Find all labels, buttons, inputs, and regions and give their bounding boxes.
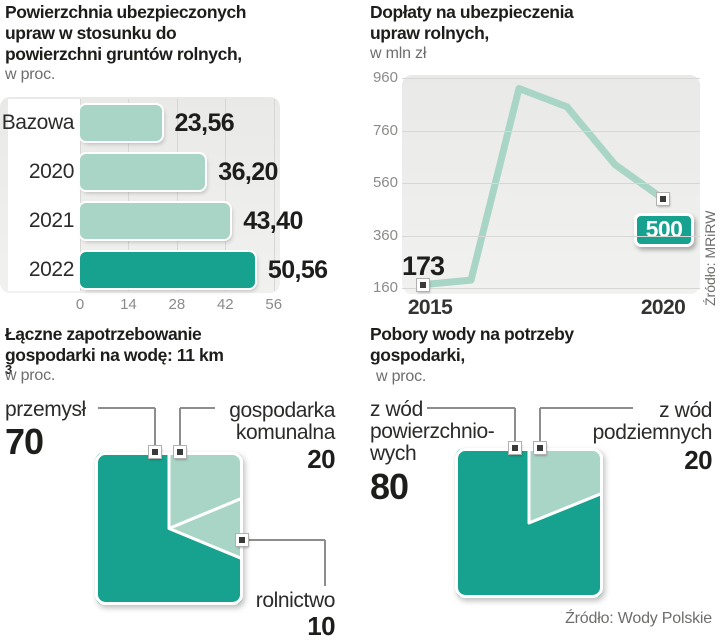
x-tick-label: 2020 — [640, 296, 686, 319]
callout-label: z wód — [370, 398, 423, 421]
callout-label: powierzchnio- — [370, 420, 495, 443]
start-value-label: 173 — [402, 251, 445, 281]
line-series — [419, 85, 667, 289]
chart-title: Pobory wody na potrzeby gospodarki, w pro… — [370, 324, 574, 387]
y-tick-label: 160 — [372, 279, 398, 296]
chart-panel — [402, 75, 700, 294]
square-pie-water-demand — [95, 452, 243, 605]
y-tick-label: 960 — [372, 69, 398, 86]
title-line: Pobory wody na potrzeby — [370, 324, 574, 344]
title-line: Łączne zapotrzebowanie — [5, 324, 202, 344]
chart-subtitle: w proc. — [376, 368, 427, 385]
grid-line — [402, 130, 700, 132]
chart-subtitle: w mln zł — [370, 45, 427, 62]
bar-row-label: 2021 — [28, 209, 75, 232]
callout-label: z wód — [659, 399, 712, 422]
chart-subtitle: w proc. — [5, 367, 56, 384]
bar-value-label: 43,40 — [243, 207, 303, 235]
chart-title: Powierzchnia ubezpieczonych upraw w stos… — [5, 2, 246, 65]
callout-value: 80 — [370, 466, 409, 507]
callout-line — [514, 408, 516, 442]
callout-label: przemysł — [5, 398, 86, 421]
callout-line — [98, 407, 155, 409]
line-chart-plot — [419, 85, 667, 289]
grid-line — [402, 288, 700, 289]
callout-line — [180, 407, 215, 409]
chart-title: Łączne zapotrzebowanie gospodarki na wod… — [5, 324, 224, 387]
y-tick-label: 360 — [372, 226, 398, 244]
bar-value-label: 36,20 — [218, 158, 278, 186]
callout-value: 20 — [307, 444, 335, 474]
pie-slice — [455, 448, 603, 598]
callout-label: wych — [370, 442, 417, 465]
chart-title: Dopłaty na ubezpieczenia upraw rolnych, — [370, 2, 574, 44]
bar-row-label: 2020 — [28, 160, 75, 183]
y-tick-label: 760 — [372, 121, 398, 139]
point-marker — [417, 278, 429, 291]
bar-row-label: 2022 — [28, 258, 75, 281]
title-line: upraw w stosunku do — [5, 23, 177, 43]
callout-label: komunalna — [235, 421, 336, 444]
bar-value-label: 50,56 — [267, 256, 328, 284]
grid-line — [80, 99, 81, 291]
grid-line — [402, 78, 700, 79]
grid-line — [273, 99, 275, 291]
callout-line — [324, 540, 326, 586]
callout-value: 20 — [684, 445, 712, 475]
callout-line — [154, 408, 156, 446]
x-tick-label: 2015 — [407, 296, 453, 319]
callout-label: gospodarka — [229, 399, 335, 422]
grid-line — [402, 235, 700, 237]
callout-line — [540, 407, 633, 409]
grid-line — [128, 99, 130, 291]
end-value-badge: 500 — [634, 213, 694, 247]
axis-tick-label: 42 — [216, 296, 234, 313]
pie-slice — [95, 452, 243, 605]
y-tick-label: 560 — [372, 174, 398, 191]
title-line: gospodarki na wodę: 11 km 3 — [5, 345, 224, 387]
bar-value-label: 23,56 — [174, 109, 235, 137]
pie-border — [455, 448, 603, 598]
callout-marker — [236, 534, 248, 546]
chart-subtitle: w proc. — [5, 66, 56, 83]
square-pie-water-intake — [455, 448, 603, 598]
callout-label: podziemnych — [592, 421, 713, 444]
title-line: Dopłaty na ubezpieczenia — [370, 2, 574, 22]
callout-marker — [149, 446, 161, 458]
grid-line — [402, 183, 700, 184]
callout-marker — [174, 446, 186, 458]
axis-tick-label: 56 — [265, 296, 283, 313]
title-superscript: 3 — [5, 362, 12, 377]
source-label: Źródło: Wody Polskie — [565, 610, 712, 627]
callout-value: 10 — [307, 611, 335, 640]
title-line: powierzchni gruntów rolnych, — [5, 44, 242, 64]
callout-marker — [509, 442, 521, 454]
callout-line — [539, 408, 541, 442]
bar — [80, 203, 231, 239]
bar-row-label: Bazowa — [1, 111, 75, 134]
title-line: gospodarki, w proc. — [370, 345, 574, 387]
callout-line — [242, 539, 325, 541]
axis-tick-label: 28 — [168, 296, 186, 313]
title-line: upraw rolnych, — [370, 23, 489, 43]
pie-border — [95, 452, 243, 605]
callout-value: 70 — [5, 421, 44, 462]
grid-line — [176, 99, 178, 291]
axis-tick-label: 14 — [120, 296, 137, 313]
callout-label: rolnictwo — [255, 589, 336, 612]
grid-line — [225, 99, 227, 291]
axis-tick-label: 0 — [75, 296, 85, 313]
bar — [80, 154, 206, 190]
axis-label-area — [8, 99, 80, 291]
callout-marker — [534, 442, 546, 454]
title-line: Powierzchnia ubezpieczonych — [5, 2, 247, 22]
bar — [80, 105, 162, 141]
bar — [80, 252, 255, 288]
source-label: Źródło: MRiRW — [702, 210, 717, 306]
callout-line — [427, 407, 515, 409]
callout-line — [179, 408, 181, 446]
point-marker — [657, 192, 669, 205]
